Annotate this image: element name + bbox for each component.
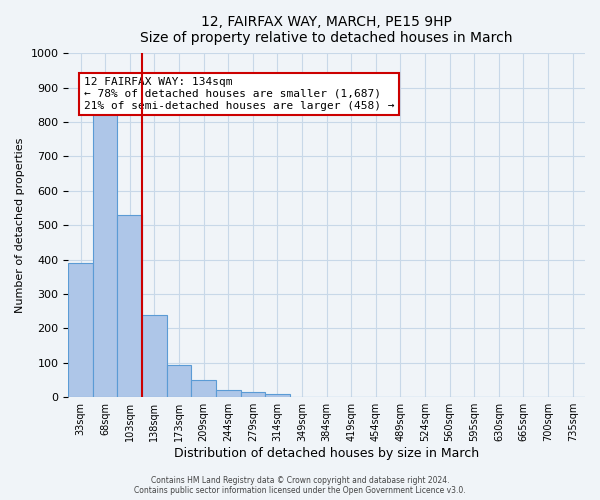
- Bar: [241, 392, 265, 397]
- Bar: [68, 263, 93, 397]
- Bar: [167, 364, 191, 397]
- Bar: [93, 112, 118, 397]
- X-axis label: Distribution of detached houses by size in March: Distribution of detached houses by size …: [174, 447, 479, 460]
- Bar: [118, 215, 142, 397]
- Bar: [216, 390, 241, 397]
- Title: 12, FAIRFAX WAY, MARCH, PE15 9HP
Size of property relative to detached houses in: 12, FAIRFAX WAY, MARCH, PE15 9HP Size of…: [140, 15, 513, 45]
- Bar: [265, 394, 290, 397]
- Text: Contains HM Land Registry data © Crown copyright and database right 2024.
Contai: Contains HM Land Registry data © Crown c…: [134, 476, 466, 495]
- Bar: [191, 380, 216, 397]
- Text: 12 FAIRFAX WAY: 134sqm
← 78% of detached houses are smaller (1,687)
21% of semi-: 12 FAIRFAX WAY: 134sqm ← 78% of detached…: [84, 78, 394, 110]
- Y-axis label: Number of detached properties: Number of detached properties: [15, 138, 25, 313]
- Bar: [142, 314, 167, 397]
